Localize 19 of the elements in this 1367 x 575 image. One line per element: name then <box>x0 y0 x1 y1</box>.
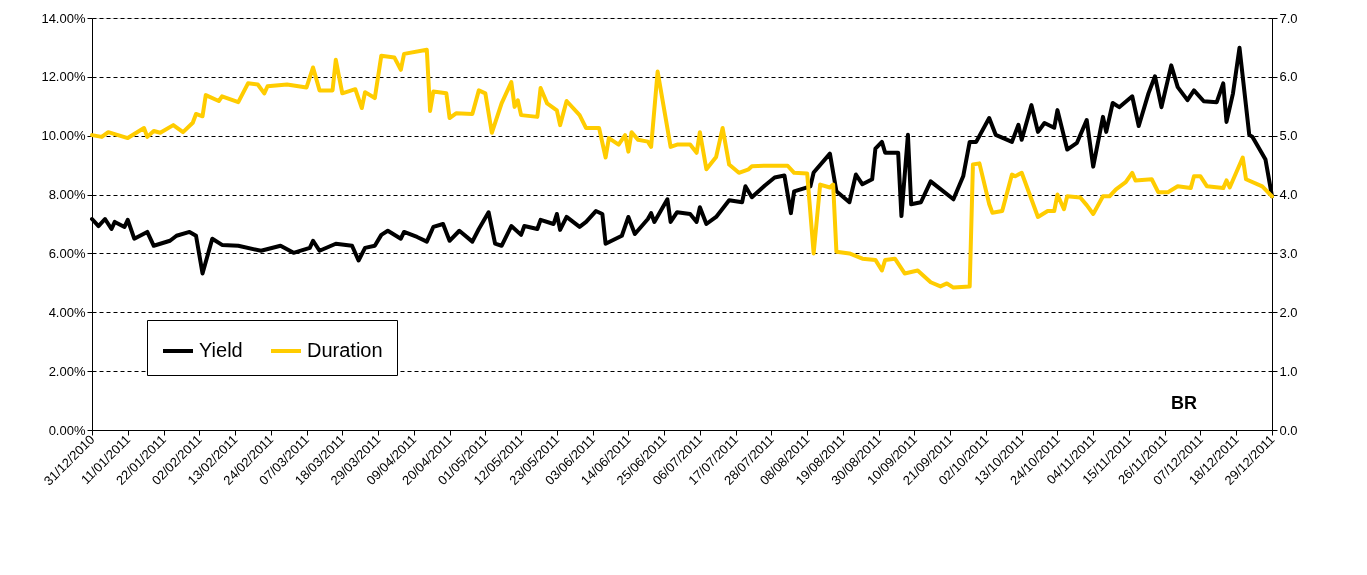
annotation: BR <box>1171 393 1197 413</box>
y-tick-label: 2.00% <box>48 363 86 379</box>
y2-tick-label: 3.0 <box>1279 245 1298 261</box>
y2-tick-label: 6.0 <box>1279 69 1298 85</box>
y2-tick-label: 1.0 <box>1279 363 1298 379</box>
y2-tick-label: 0.0 <box>1279 422 1298 438</box>
y-tick-label: 0.00% <box>48 422 86 438</box>
y-tick-label: 14.00% <box>41 10 86 26</box>
y-tick-label: 4.00% <box>48 304 86 320</box>
y-tick-label: 8.00% <box>48 187 86 203</box>
y-tick-label: 10.00% <box>41 128 86 144</box>
legend-label: Duration <box>307 339 383 361</box>
y2-tick-label: 7.0 <box>1279 10 1298 26</box>
y2-tick-label: 2.0 <box>1279 304 1298 320</box>
y-tick-label: 6.00% <box>48 245 86 261</box>
y2-tick-label: 5.0 <box>1279 128 1298 144</box>
legend-label: Yield <box>199 339 243 361</box>
y2-tick-label: 4.0 <box>1279 187 1298 203</box>
y-tick-label: 12.00% <box>41 69 86 85</box>
